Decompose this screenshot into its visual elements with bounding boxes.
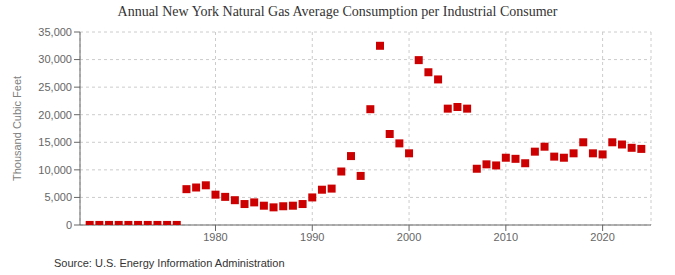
svg-text:10,000: 10,000 xyxy=(38,164,72,176)
svg-text:20,000: 20,000 xyxy=(38,109,72,121)
svg-text:2020: 2020 xyxy=(590,231,614,243)
svg-text:2000: 2000 xyxy=(397,231,421,243)
svg-text:1980: 1980 xyxy=(203,231,227,243)
html-text:Annual New York Natural Gas Av: Annual New York Natural Gas Average Cons… xyxy=(117,4,558,19)
svg-text:Thousand Cubic Feet: Thousand Cubic Feet xyxy=(11,76,23,181)
html-text:Source: U.S. Energy Informatio: Source: U.S. Energy Information Administ… xyxy=(54,257,285,269)
svg-text:1990: 1990 xyxy=(300,231,324,243)
svg-text:25,000: 25,000 xyxy=(38,81,72,93)
svg-text:35,000: 35,000 xyxy=(38,26,72,38)
svg-text:0: 0 xyxy=(66,219,72,231)
svg-text:30,000: 30,000 xyxy=(38,53,72,65)
svg-text:2010: 2010 xyxy=(494,231,518,243)
svg-text:5,000: 5,000 xyxy=(44,191,72,203)
svg-text:15,000: 15,000 xyxy=(38,136,72,148)
